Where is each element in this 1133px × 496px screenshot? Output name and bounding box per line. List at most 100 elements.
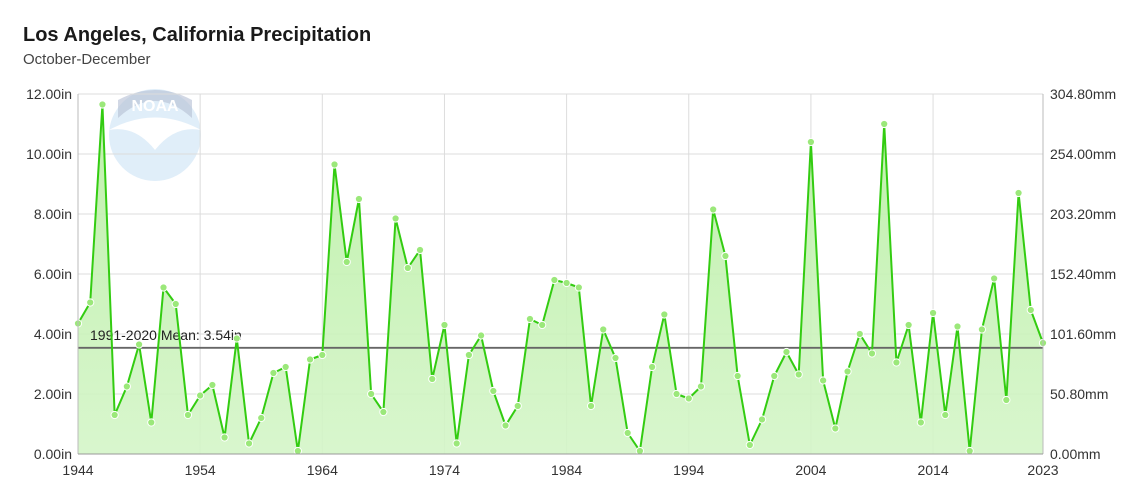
y-tick-label-right: 50.80mm [1050, 386, 1108, 402]
data-point-1953 [183, 410, 193, 420]
data-point-1974 [440, 320, 449, 330]
noaa-logo-bird [109, 117, 201, 150]
noaa-logo-text: NOAA [131, 98, 179, 115]
data-point-1996 [709, 205, 718, 214]
data-point-1972 [415, 245, 425, 255]
data-point-1964 [318, 350, 327, 360]
data-point-1979 [501, 421, 510, 430]
data-point-1995 [696, 382, 706, 391]
data-point-1957 [232, 334, 241, 343]
data-point-2011 [892, 358, 901, 367]
data-point-2016 [953, 322, 962, 331]
data-point-1971 [403, 263, 412, 273]
data-point-1970 [391, 214, 400, 223]
axes: 0.00in 0.00mm 2.00in 50.80mm 4.00in 101.60mm 6… [26, 86, 1116, 478]
data-point-1999 [745, 440, 754, 450]
mean-label: 1991-2020 Mean: 3.54in [90, 327, 242, 343]
data-point-1962 [293, 446, 302, 456]
area-fill [78, 104, 1043, 454]
data-point-1947 [110, 410, 119, 420]
data-point-2014 [928, 308, 938, 318]
data-point-1989 [623, 428, 632, 438]
data-point-1952 [171, 299, 180, 309]
precipitation-area [78, 104, 1043, 454]
data-point-1977 [477, 331, 486, 340]
data-point-2020 [1002, 395, 1011, 405]
x-tick-label: 1974 [429, 462, 460, 478]
data-point-1955 [208, 380, 217, 390]
data-point-2017 [965, 446, 974, 456]
noaa-logo-top [118, 90, 192, 118]
data-point-2012 [904, 320, 913, 330]
data-point-1973 [428, 374, 437, 384]
x-tick-label: 1954 [185, 462, 216, 478]
chart-subtitle: October-December [23, 51, 151, 68]
data-point-1976 [464, 350, 473, 360]
data-point-1988 [611, 353, 620, 363]
precipitation-line [77, 103, 1044, 452]
data-point-1968 [367, 389, 376, 399]
data-point-1980 [513, 401, 522, 411]
data-point-1998 [733, 371, 742, 381]
data-point-1950 [147, 418, 156, 427]
y-tick-label-left: 4.00in [34, 326, 72, 342]
data-point-1984 [562, 278, 571, 288]
data-point-2001 [770, 371, 779, 381]
data-point-1966 [342, 257, 351, 267]
y-tick-label-right: 203.20mm [1050, 206, 1116, 222]
data-point-1965 [330, 160, 339, 169]
data-point-1990 [635, 446, 645, 456]
chart-title: Los Angeles, California Precipitation [23, 24, 372, 46]
y-tick-label-left: 8.00in [34, 206, 72, 222]
y-tick-label-left: 2.00in [34, 386, 72, 402]
data-point-1949 [134, 340, 144, 349]
data-point-2008 [855, 329, 864, 339]
data-point-1967 [354, 194, 364, 204]
data-point-1954 [196, 391, 205, 400]
data-point-1983 [550, 275, 559, 285]
data-point-1986 [586, 401, 596, 411]
data-point-1985 [574, 283, 583, 292]
data-point-1959 [257, 413, 266, 423]
data-point-2009 [867, 349, 877, 358]
x-tick-label: 2023 [1027, 462, 1058, 478]
x-tick-label: 2004 [795, 462, 826, 478]
data-point-1958 [244, 439, 254, 448]
data-point-1987 [599, 325, 608, 334]
data-point-2006 [831, 424, 840, 433]
x-tick-label: 1944 [62, 462, 93, 478]
data-point-1963 [305, 355, 315, 364]
noaa-logo-circle [109, 89, 201, 181]
y-tick-label-right: 101.60mm [1050, 326, 1116, 342]
data-point-2007 [843, 367, 852, 376]
data-points [73, 100, 1048, 456]
y-tick-label-right: 0.00mm [1050, 446, 1101, 462]
data-point-2005 [819, 376, 828, 385]
data-point-2022 [1026, 305, 1035, 315]
x-tick-label: 2014 [917, 462, 948, 478]
data-point-2000 [757, 415, 767, 424]
data-point-1993 [672, 389, 681, 399]
y-tick-label-left: 0.00in [34, 446, 72, 462]
y-tick-label-left: 6.00in [34, 266, 72, 282]
data-point-1978 [489, 386, 498, 396]
data-point-1961 [281, 362, 290, 372]
data-point-2019 [990, 274, 999, 283]
y-tick-label-right: 254.00mm [1050, 146, 1116, 162]
data-point-2013 [916, 418, 925, 427]
data-point-2018 [977, 325, 987, 334]
data-point-1994 [684, 394, 693, 403]
data-point-2015 [941, 410, 950, 420]
data-point-1992 [660, 310, 669, 319]
data-point-1975 [452, 439, 461, 448]
data-point-1956 [220, 433, 229, 442]
y-tick-label-right: 304.80mm [1050, 86, 1116, 102]
data-point-1997 [721, 251, 730, 261]
data-point-1948 [122, 382, 131, 391]
data-point-1951 [159, 283, 168, 292]
data-point-1960 [269, 368, 278, 378]
x-tick-label: 1984 [551, 462, 582, 478]
data-point-1969 [379, 407, 388, 417]
y-tick-label-right: 152.40mm [1050, 266, 1116, 282]
